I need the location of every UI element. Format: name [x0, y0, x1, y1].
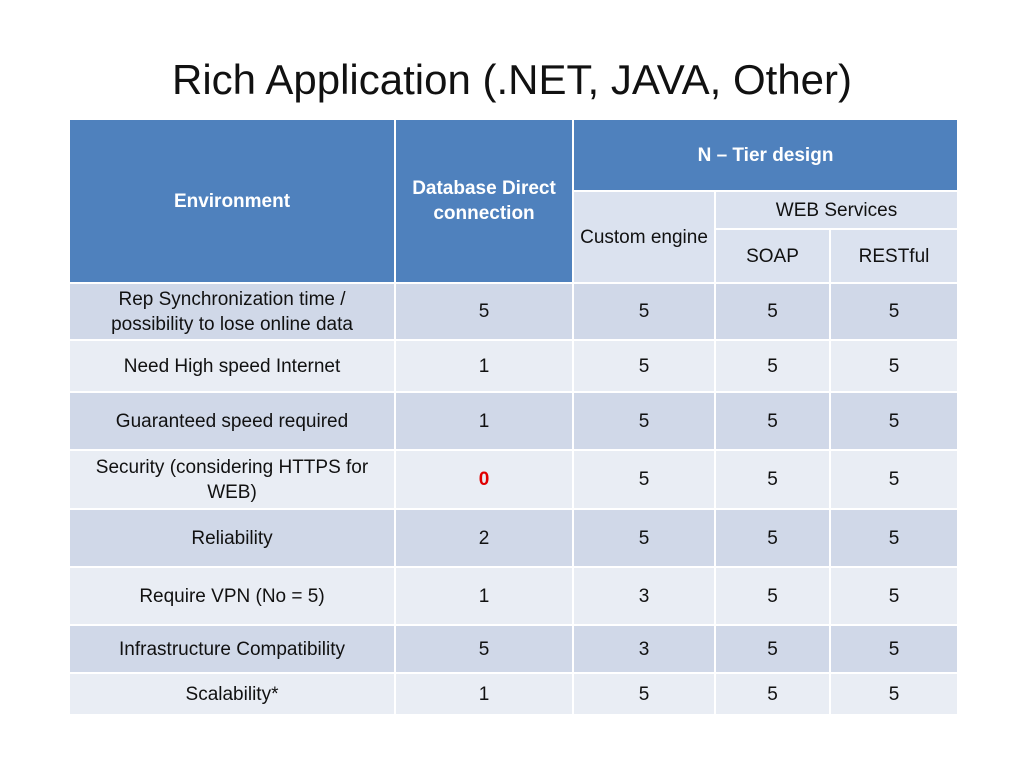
cell-soap: 5: [714, 508, 831, 568]
cell-db: 0: [394, 449, 574, 510]
header-restful: RESTful: [829, 228, 959, 284]
header-soap: SOAP: [714, 228, 831, 284]
cell-restful: 5: [829, 282, 959, 341]
table-subheader-row-2: SOAP RESTful: [69, 228, 959, 284]
cell-restful: 5: [829, 449, 959, 510]
row-label: Guaranteed speed required: [68, 391, 396, 451]
table-row: Infrastructure Compatibility 5 3 5 5: [68, 624, 959, 674]
cell-custom: 5: [572, 339, 716, 393]
cell-soap: 5: [714, 391, 831, 451]
table-subheader-row: Custom engine WEB Services: [69, 190, 959, 284]
row-label: Reliability: [68, 508, 396, 568]
cell-db: 1: [394, 339, 574, 393]
table-header-row: Environment Database Direct connection N…: [68, 118, 959, 284]
cell-db: 2: [394, 508, 574, 568]
table-row: Require VPN (No = 5) 1 3 5 5: [68, 566, 959, 626]
cell-soap: 5: [714, 566, 831, 626]
slide-title: Rich Application (.NET, JAVA, Other): [171, 56, 853, 103]
table-row: Rep Synchronization time / possibility t…: [68, 282, 959, 341]
row-label: Infrastructure Compatibility: [68, 624, 396, 674]
cell-db: 5: [394, 282, 574, 341]
cell-restful: 5: [829, 672, 959, 716]
cell-restful: 5: [829, 339, 959, 393]
cell-soap: 5: [714, 282, 831, 341]
row-label: Scalability*: [68, 672, 396, 716]
cell-db: 1: [394, 566, 574, 626]
comparison-table: Environment Database Direct connection N…: [68, 118, 959, 716]
row-label: Require VPN (No = 5): [68, 566, 396, 626]
cell-custom: 3: [572, 566, 716, 626]
table-row: Security (considering HTTPS for WEB) 0 5…: [68, 449, 959, 510]
cell-custom: 5: [572, 508, 716, 568]
cell-soap: 5: [714, 624, 831, 674]
cell-custom: 3: [572, 624, 716, 674]
header-database-direct: Database Direct connection: [394, 118, 574, 284]
cell-db: 1: [394, 391, 574, 451]
header-environment: Environment: [68, 118, 396, 284]
table-row: Need High speed Internet 1 5 5 5: [68, 339, 959, 393]
cell-custom: 5: [572, 391, 716, 451]
cell-custom: 5: [572, 449, 716, 510]
table-row: Reliability 2 5 5 5: [68, 508, 959, 568]
row-label: Security (considering HTTPS for WEB): [68, 449, 396, 510]
header-custom-engine: Custom engine: [572, 190, 716, 284]
cell-soap: 5: [714, 339, 831, 393]
row-label: Rep Synchronization time / possibility t…: [68, 282, 396, 341]
header-web-services: WEB Services: [714, 190, 959, 230]
cell-restful: 5: [829, 391, 959, 451]
row-label: Need High speed Internet: [68, 339, 396, 393]
cell-restful: 5: [829, 624, 959, 674]
cell-restful: 5: [829, 566, 959, 626]
cell-custom: 5: [572, 672, 716, 716]
cell-restful: 5: [829, 508, 959, 568]
table-row: Guaranteed speed required 1 5 5 5: [68, 391, 959, 451]
cell-soap: 5: [714, 449, 831, 510]
cell-db: 1: [394, 672, 574, 716]
table-row: Scalability* 1 5 5 5: [68, 672, 959, 716]
cell-soap: 5: [714, 672, 831, 716]
header-n-tier: N – Tier design: [572, 118, 959, 192]
cell-db: 5: [394, 624, 574, 674]
cell-custom: 5: [572, 282, 716, 341]
